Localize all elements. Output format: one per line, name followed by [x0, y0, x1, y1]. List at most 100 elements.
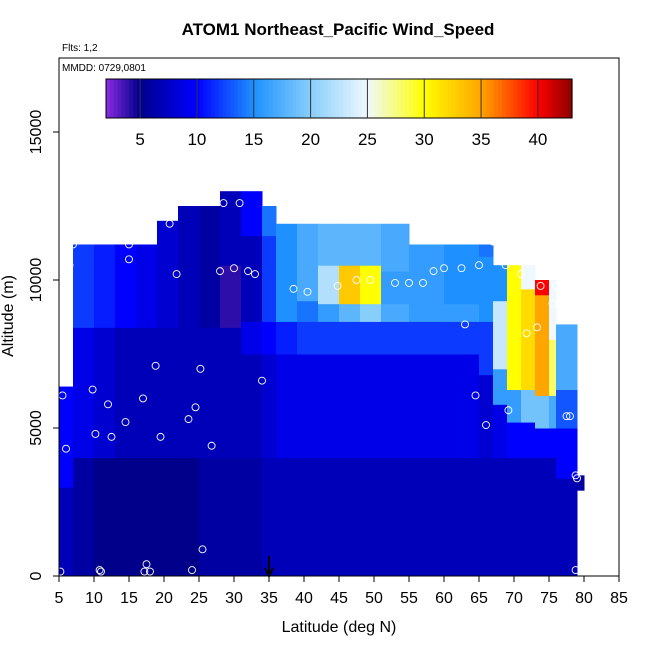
- sample-point: [56, 567, 65, 576]
- colorbar-segment: [148, 79, 154, 118]
- sample-point: [219, 199, 228, 207]
- colorbar-segment: [366, 79, 371, 118]
- heatmap-cell: [94, 244, 116, 328]
- heatmap-cell: [444, 457, 480, 577]
- heatmap-cell: [521, 265, 536, 290]
- sample-point: [62, 444, 70, 453]
- sample-point: [172, 270, 181, 279]
- colorbar-segment: [140, 79, 146, 118]
- heatmap-cell: [339, 457, 361, 577]
- heatmap-cell: [535, 457, 550, 577]
- colorbar-segment: [350, 79, 356, 118]
- colorbar-segment: [381, 79, 387, 118]
- colorbar-segment: [432, 79, 437, 118]
- sample-point: [471, 391, 480, 400]
- heatmap-cell: [241, 235, 263, 322]
- heatmap-cell: [157, 457, 179, 577]
- colorbar-segment: [113, 79, 119, 118]
- x-tick-label: 5: [55, 590, 64, 607]
- y-tick-label: 15000: [28, 110, 45, 155]
- colorbar-segment: [234, 79, 239, 118]
- sample-point: [391, 279, 399, 287]
- heatmap-cell: [220, 265, 242, 328]
- sample-point: [140, 567, 149, 576]
- colorbar-segment: [296, 79, 301, 118]
- colorbar-segment: [513, 79, 519, 118]
- heatmap-cell: [262, 321, 277, 355]
- heatmap-cell: [479, 321, 494, 376]
- colorbar-tick-label: 30: [415, 130, 434, 149]
- colorbar-segment: [490, 79, 495, 118]
- heatmap-cell: [381, 271, 410, 305]
- colorbar-segment: [525, 79, 530, 118]
- x-tick-label: 55: [400, 590, 418, 607]
- heatmap-cell: [521, 288, 536, 391]
- x-tick-label: 40: [295, 590, 313, 607]
- heatmap-cell: [178, 327, 200, 459]
- colorbar-segment: [315, 79, 321, 118]
- heatmap-cell: [549, 280, 557, 340]
- colorbar-segment: [249, 79, 255, 118]
- sample-point: [461, 320, 469, 329]
- sample-point: [429, 267, 438, 276]
- heatmap-cell: [479, 244, 494, 257]
- colorbar-segment: [292, 79, 297, 118]
- colorbar-segment: [568, 79, 573, 118]
- colorbar-segment: [218, 79, 224, 118]
- sample-point: [235, 199, 244, 207]
- colorbar-segment: [257, 79, 262, 118]
- colorbar-segment: [133, 79, 138, 118]
- y-axis-label: Altitude (m): [0, 275, 17, 357]
- heatmap-cell: [507, 265, 522, 391]
- sample-point: [69, 240, 77, 249]
- colorbar-tick-label: 20: [301, 130, 320, 149]
- y-tick-label: 10000: [28, 258, 45, 303]
- heatmap-cell: [199, 457, 221, 577]
- heatmap-cell: [549, 339, 557, 396]
- x-axis-label: Latitude (deg N): [282, 619, 397, 636]
- sample-point: [475, 261, 483, 270]
- heatmap-cell: [381, 303, 410, 322]
- colorbar-segment: [447, 79, 453, 118]
- colorbar-frame: [105, 78, 573, 119]
- sample-point: [289, 284, 298, 293]
- sample-point: [536, 281, 545, 290]
- heatmap-cell: [549, 457, 557, 577]
- sample-point: [566, 412, 574, 421]
- colorbar-segment: [191, 79, 196, 118]
- heatmap-cell: [339, 303, 361, 322]
- sample-point: [165, 219, 174, 228]
- colorbar-segment: [121, 79, 127, 118]
- colorbar-segment: [471, 79, 476, 118]
- colorbar-segment: [137, 79, 142, 118]
- x-tick-label: 85: [610, 590, 628, 607]
- x-tick-label: 70: [505, 590, 523, 607]
- colorbar-segment: [443, 79, 449, 118]
- heatmap-cell: [479, 457, 494, 577]
- heatmap-cell: [199, 206, 221, 328]
- colorbar-segment: [564, 79, 569, 118]
- heatmap-cell: [493, 368, 508, 405]
- y-axis: 0 5000 10000 15000: [28, 110, 59, 580]
- colorbar-segment: [172, 79, 177, 118]
- heatmap-cell: [136, 244, 158, 328]
- colorbar-segment: [152, 79, 158, 118]
- heatmap-cell: [262, 206, 277, 237]
- colorbar-segment: [109, 79, 115, 118]
- heatmap-cell: [276, 354, 298, 459]
- y-tick-label: 5000: [28, 410, 45, 446]
- heatmap-cell: [241, 191, 263, 237]
- sample-point: [146, 567, 154, 576]
- colorbar-segment: [455, 79, 460, 118]
- x-tick-label: 75: [540, 590, 558, 607]
- heatmap-cell: [318, 223, 340, 266]
- colorbar-segment: [265, 79, 270, 118]
- heatmap-cell: [444, 265, 480, 305]
- colorbar-segment: [420, 79, 426, 118]
- colorbar-segment: [537, 79, 542, 118]
- colorbar-segment: [175, 79, 181, 118]
- colorbar-segment: [300, 79, 305, 118]
- colorbar-segment: [560, 79, 565, 118]
- sample-point: [533, 323, 542, 332]
